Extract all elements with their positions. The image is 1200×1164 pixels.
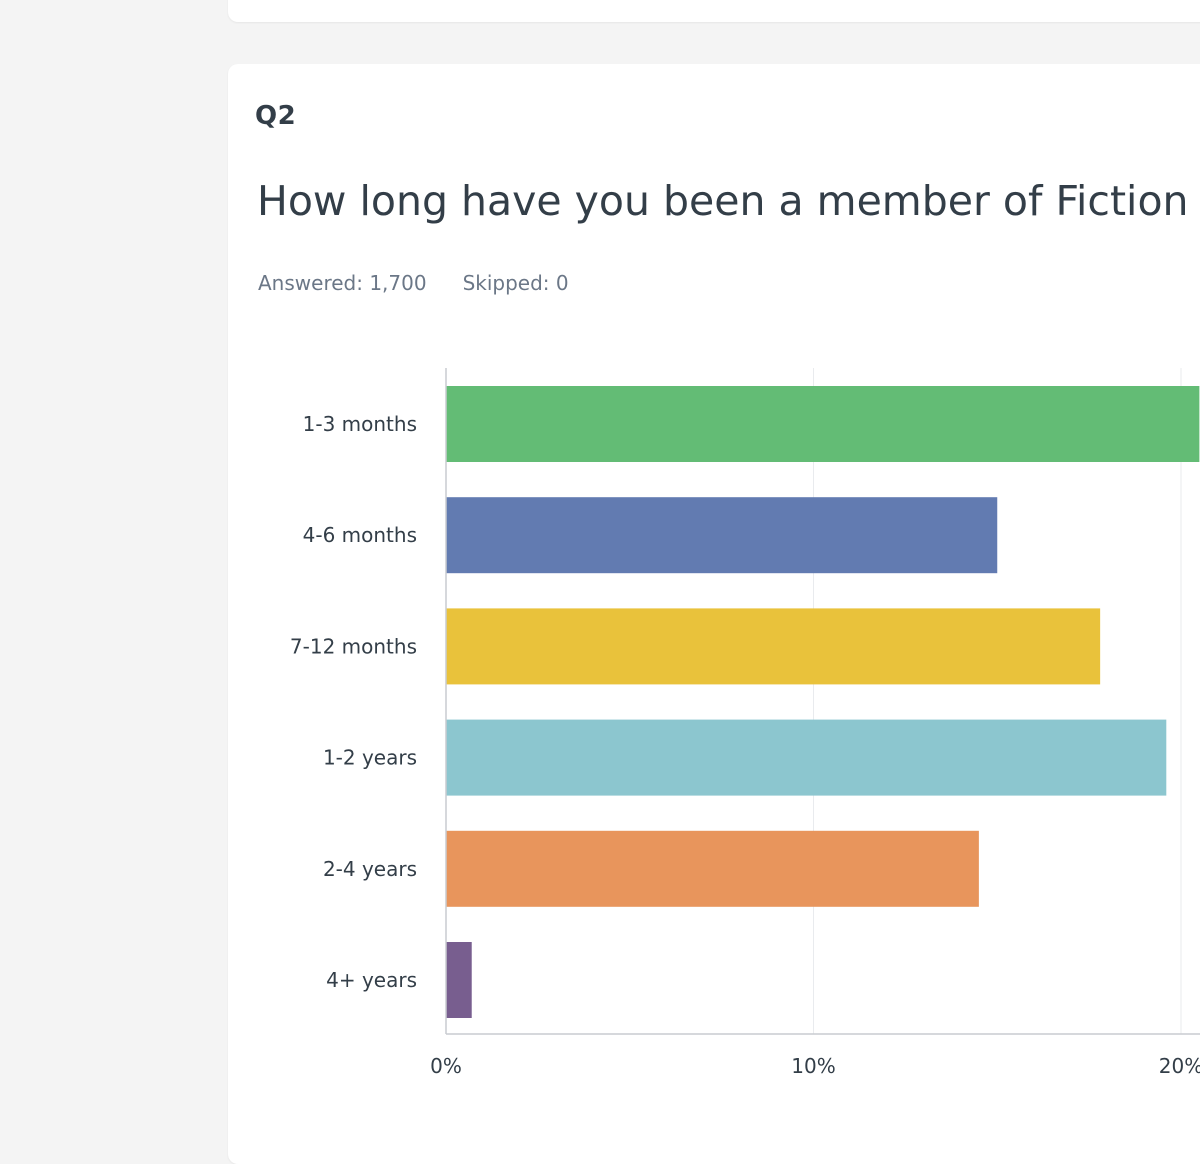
bar-chart: 0% 10% 20% 1-3 months 4-6 months 7-12 months 1… bbox=[290, 368, 1200, 1078]
bar bbox=[446, 830, 979, 907]
response-stats: Answered: 1,700 Skipped: 0 bbox=[258, 271, 569, 295]
category-label: 1-2 years bbox=[323, 746, 417, 770]
category-label: 4-6 months bbox=[303, 523, 417, 547]
x-tick-label: 20% bbox=[1159, 1054, 1200, 1078]
bar bbox=[446, 719, 1167, 796]
skipped-count: Skipped: 0 bbox=[462, 271, 569, 295]
question-number: Q2 bbox=[255, 101, 297, 131]
x-tick-label: 0% bbox=[430, 1054, 462, 1078]
x-tick-label: 10% bbox=[791, 1054, 835, 1078]
bar bbox=[446, 942, 472, 1018]
question-title: How long have you been a member of Ficti… bbox=[257, 177, 1200, 225]
bar bbox=[446, 386, 1200, 462]
previous-question-card bbox=[228, 0, 1200, 22]
bar bbox=[446, 608, 1101, 685]
category-label: 7-12 months bbox=[290, 634, 417, 658]
bar bbox=[446, 497, 998, 574]
category-label: 4+ years bbox=[326, 968, 417, 992]
category-label: 2-4 years bbox=[323, 857, 417, 881]
answered-count: Answered: 1,700 bbox=[258, 271, 427, 295]
category-label: 1-3 months bbox=[303, 412, 417, 436]
